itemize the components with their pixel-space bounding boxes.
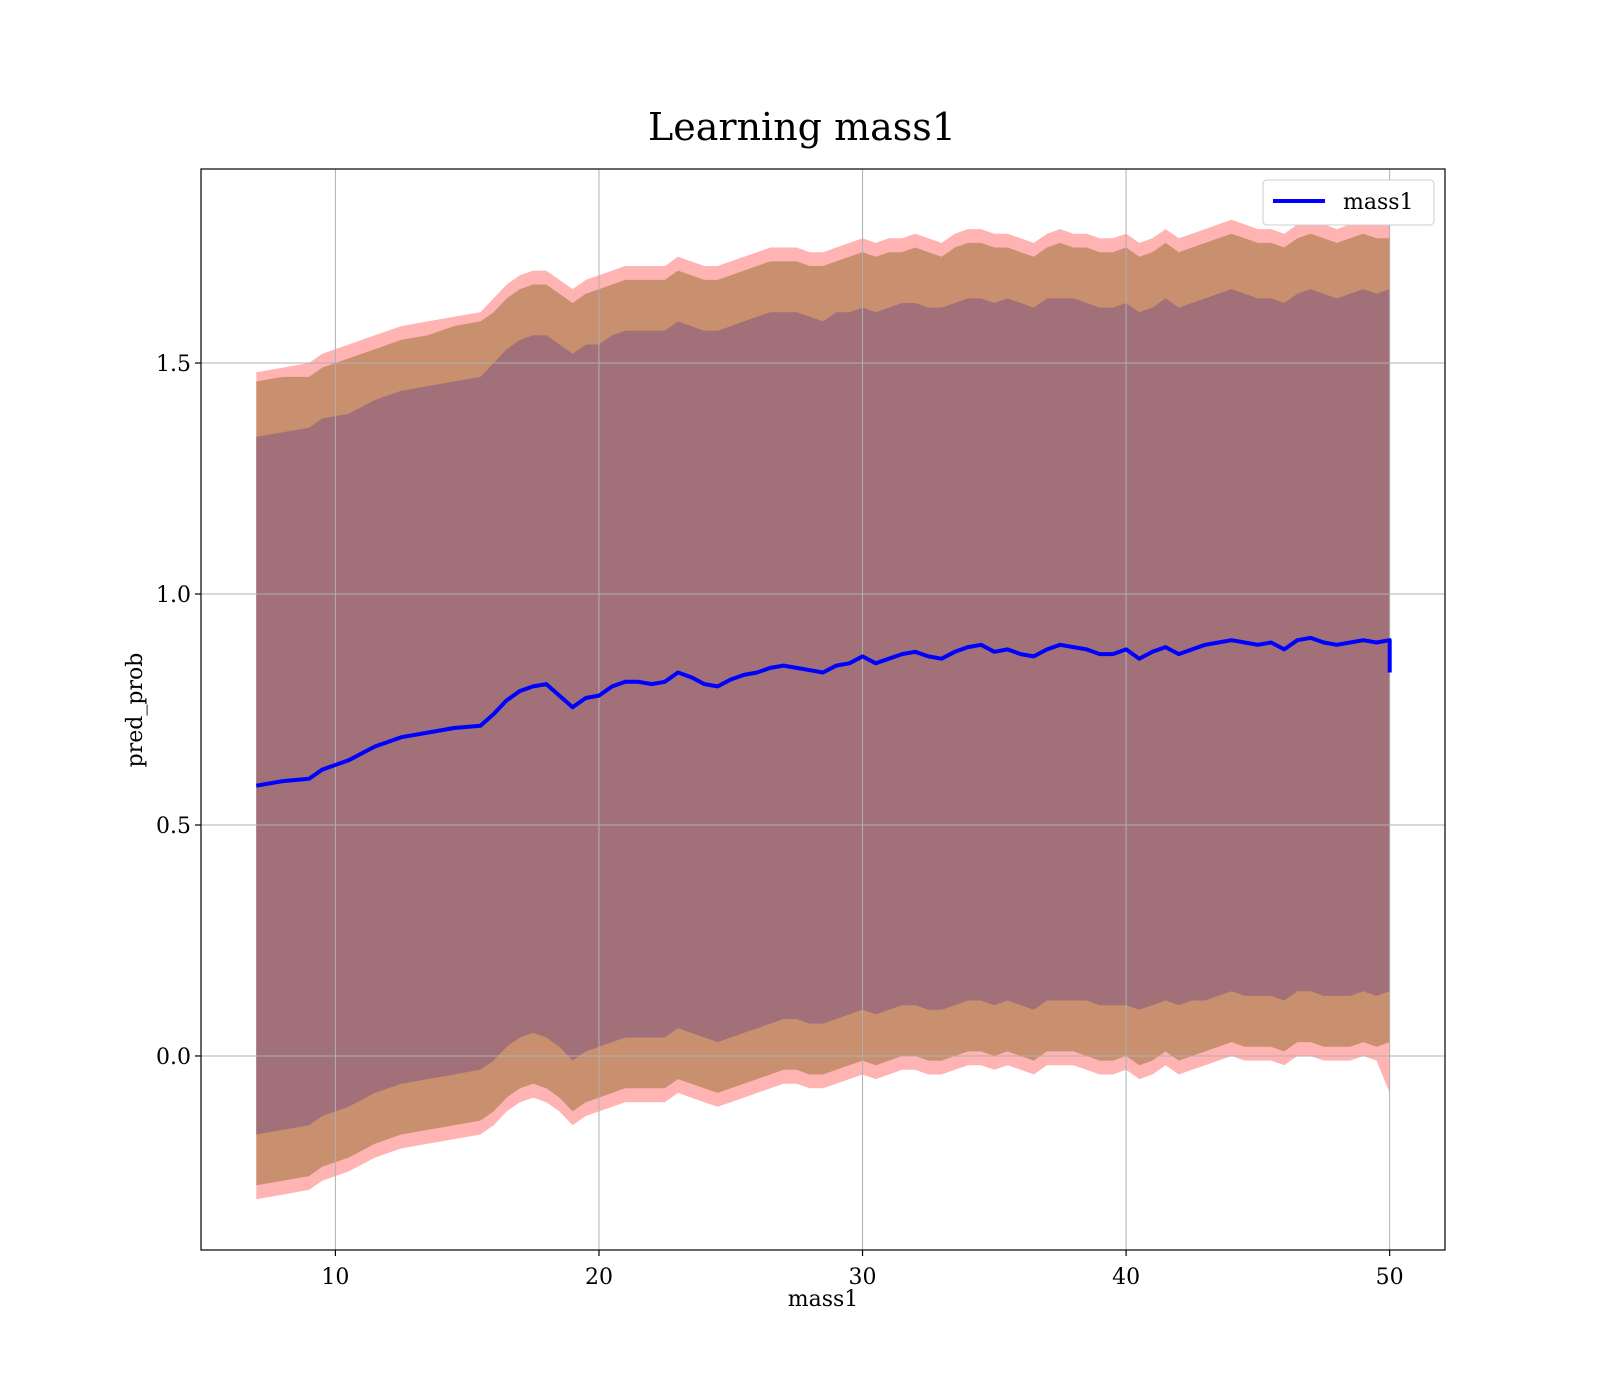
chart-title: Learning mass1 [648,105,956,149]
legend-box [1262,179,1435,226]
y-tick-label: 1.0 [156,583,191,608]
band-1sd [256,289,1390,1135]
x-axis-label: mass1 [788,1287,859,1312]
x-axis-ticks: 10 20 30 40 50 [321,1250,1404,1290]
x-tick-label: 50 [1376,1265,1404,1290]
gridlines [201,169,1445,1250]
y-tick-label: 0.0 [156,1045,191,1070]
legend-label-mass1: mass1 [1343,190,1414,215]
sd-bands [256,219,1390,1200]
x-tick-label: 20 [585,1265,613,1290]
plot-area [200,168,1446,1251]
x-tick-label: 30 [849,1265,877,1290]
series-line-mass1 [255,635,1392,788]
y-axis-ticks: 0.0 0.5 1.0 1.5 [156,352,201,1070]
x-tick-label: 40 [1112,1265,1140,1290]
y-tick-label: 1.5 [156,352,191,377]
plot-frame [200,168,1446,1251]
legend: mass1 [1262,179,1435,226]
x-tick-label: 10 [321,1265,349,1290]
y-axis-label: pred_prob [123,653,148,768]
y-tick-label: 0.5 [156,814,191,839]
